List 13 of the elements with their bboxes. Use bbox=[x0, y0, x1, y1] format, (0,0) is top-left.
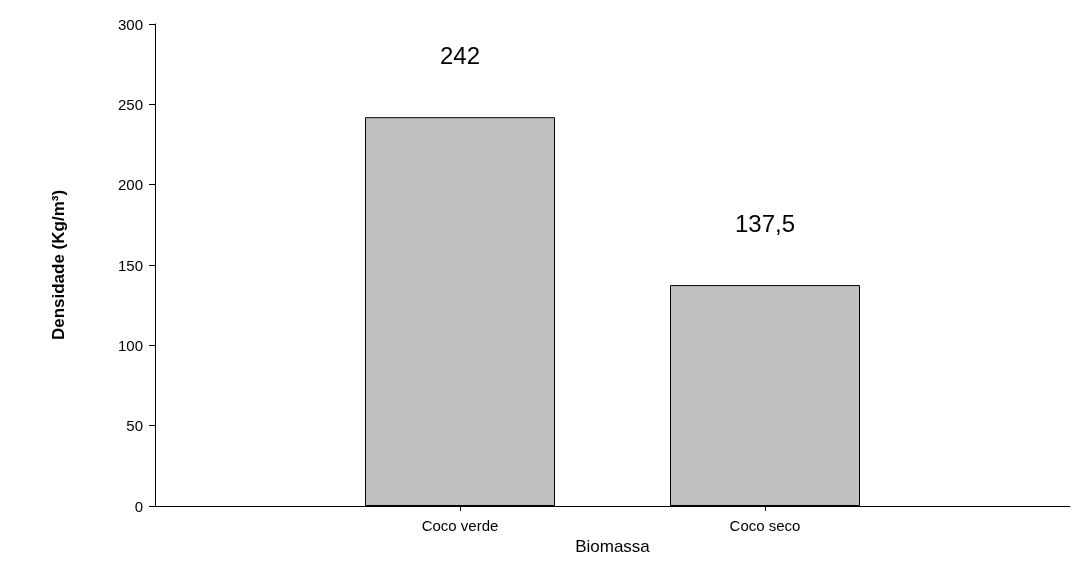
y-tick-label: 200 bbox=[117, 176, 143, 194]
y-tick-label: 300 bbox=[117, 15, 143, 33]
y-tick-label: 100 bbox=[117, 336, 143, 354]
y-tick-label: 250 bbox=[117, 95, 143, 113]
y-tick-label: 150 bbox=[117, 256, 143, 274]
x-tick-label: Coco verde bbox=[421, 517, 499, 534]
data-label: 242 bbox=[439, 41, 481, 69]
x-axis-title: Biomassa bbox=[575, 537, 651, 556]
data-label: 137,5 bbox=[734, 209, 796, 237]
y-axis-title: Densidade (Kg/m³) bbox=[49, 189, 68, 341]
x-tick-label: Coco seco bbox=[729, 517, 801, 534]
y-tick-label: 0 bbox=[134, 497, 143, 515]
y-tick-label: 50 bbox=[126, 417, 143, 435]
